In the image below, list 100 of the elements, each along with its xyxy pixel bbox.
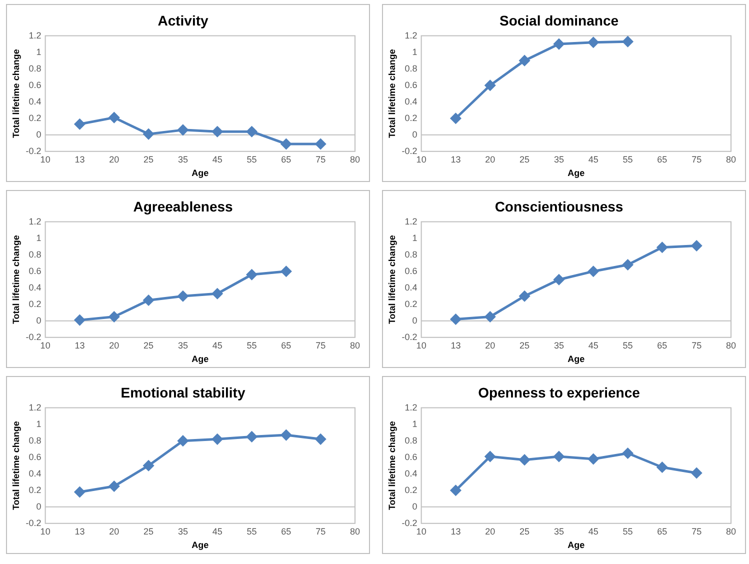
y-tick-label: 0: [412, 501, 418, 512]
y-tick-label: 1.2: [404, 402, 418, 412]
point: [143, 294, 154, 306]
y-tick-label: 0.8: [28, 63, 42, 74]
point: [622, 259, 634, 270]
y-tick-label: 1.2: [28, 30, 42, 40]
y-tick-label: 0.4: [404, 96, 418, 106]
point: [178, 124, 188, 136]
chart-title: Conscientiousness: [494, 198, 624, 214]
point: [519, 454, 530, 466]
point: [484, 312, 496, 322]
y-tick-label: 0: [36, 315, 42, 326]
point: [178, 290, 188, 302]
point: [143, 128, 154, 140]
point: [519, 290, 530, 302]
point: [108, 312, 120, 322]
x-axis-title: Age: [192, 168, 209, 178]
x-axis-title: Age: [568, 168, 585, 178]
x-tick-label: 55: [622, 340, 633, 350]
x-tick-label: 35: [178, 154, 188, 164]
point: [554, 38, 564, 50]
x-tick-label: 20: [485, 154, 496, 164]
y-tick-label: 0.8: [28, 249, 42, 260]
x-tick-label: 55: [246, 340, 257, 350]
x-tick-label: 80: [350, 154, 360, 164]
point: [280, 430, 292, 440]
y-tick-label: 0: [36, 129, 42, 140]
x-tick-label: 13: [74, 526, 85, 536]
y-tick-label: 0.6: [28, 266, 42, 276]
x-axis-title: Age: [568, 540, 585, 550]
y-tick-label: 1: [36, 418, 42, 429]
point: [280, 266, 292, 277]
point: [622, 448, 634, 458]
point: [588, 37, 599, 48]
point: [519, 55, 530, 66]
y-tick-label: 0.2: [28, 298, 42, 309]
y-tick-label: -0.2: [402, 518, 418, 528]
x-tick-label: 55: [622, 526, 633, 536]
point: [212, 434, 223, 444]
x-tick-label: 55: [622, 154, 633, 164]
x-tick-label: 80: [726, 340, 736, 350]
x-tick-label: 10: [416, 154, 426, 164]
y-tick-label: 0: [412, 129, 418, 140]
y-tick-label: 1: [412, 46, 418, 57]
x-tick-label: 25: [144, 340, 154, 350]
y-tick-label: 0.4: [28, 96, 42, 106]
y-tick-label: 0.2: [404, 484, 418, 495]
point: [246, 269, 258, 280]
x-tick-label: 35: [554, 526, 564, 536]
y-tick-label: -0.2: [26, 518, 42, 528]
x-tick-label: 13: [450, 526, 461, 536]
point: [691, 468, 702, 478]
y-tick-label: 0.8: [28, 435, 42, 446]
x-tick-label: 55: [246, 154, 257, 164]
x-tick-label: 13: [450, 340, 461, 350]
y-tick-label: 0.6: [404, 80, 418, 90]
point: [588, 266, 599, 277]
x-tick-label: 45: [588, 340, 598, 350]
y-tick-label: 0.2: [404, 112, 418, 123]
x-tick-label: 45: [212, 340, 222, 350]
point: [691, 240, 702, 251]
point: [212, 126, 223, 137]
x-tick-label: 25: [144, 526, 154, 536]
x-tick-label: 80: [726, 154, 736, 164]
point: [315, 434, 326, 444]
x-tick-label: 20: [485, 340, 496, 350]
y-tick-label: -0.2: [402, 332, 418, 342]
x-tick-label: 45: [588, 154, 598, 164]
x-tick-label: 20: [109, 340, 120, 350]
point: [74, 486, 85, 498]
point: [554, 274, 564, 285]
y-tick-label: 0.6: [28, 452, 42, 462]
x-tick-label: 10: [40, 526, 50, 536]
x-tick-label: 75: [316, 526, 326, 536]
point: [246, 431, 258, 442]
y-tick-label: 0.4: [28, 282, 42, 292]
y-tick-label: 0.2: [404, 298, 418, 309]
y-axis-title: Total lifetime change: [386, 235, 397, 324]
point: [315, 138, 326, 150]
y-tick-label: 0.6: [404, 452, 418, 462]
x-tick-label: 25: [520, 526, 530, 536]
x-tick-label: 75: [316, 154, 326, 164]
point: [588, 454, 599, 464]
x-tick-label: 55: [246, 526, 257, 536]
x-tick-label: 65: [657, 340, 668, 350]
y-axis-title: Total lifetime change: [10, 421, 21, 510]
point: [280, 138, 292, 150]
x-tick-label: 13: [74, 340, 85, 350]
y-tick-label: 1.2: [404, 30, 418, 40]
point: [554, 451, 564, 462]
y-tick-label: 1: [36, 232, 42, 243]
x-tick-label: 65: [281, 340, 292, 350]
point: [450, 485, 461, 496]
y-axis-title: Total lifetime change: [386, 421, 397, 510]
y-tick-label: -0.2: [26, 146, 42, 156]
x-tick-label: 80: [350, 526, 360, 536]
point: [108, 112, 120, 123]
chart-title: Agreeableness: [133, 198, 234, 214]
point: [450, 314, 461, 324]
y-tick-label: 1: [412, 418, 418, 429]
